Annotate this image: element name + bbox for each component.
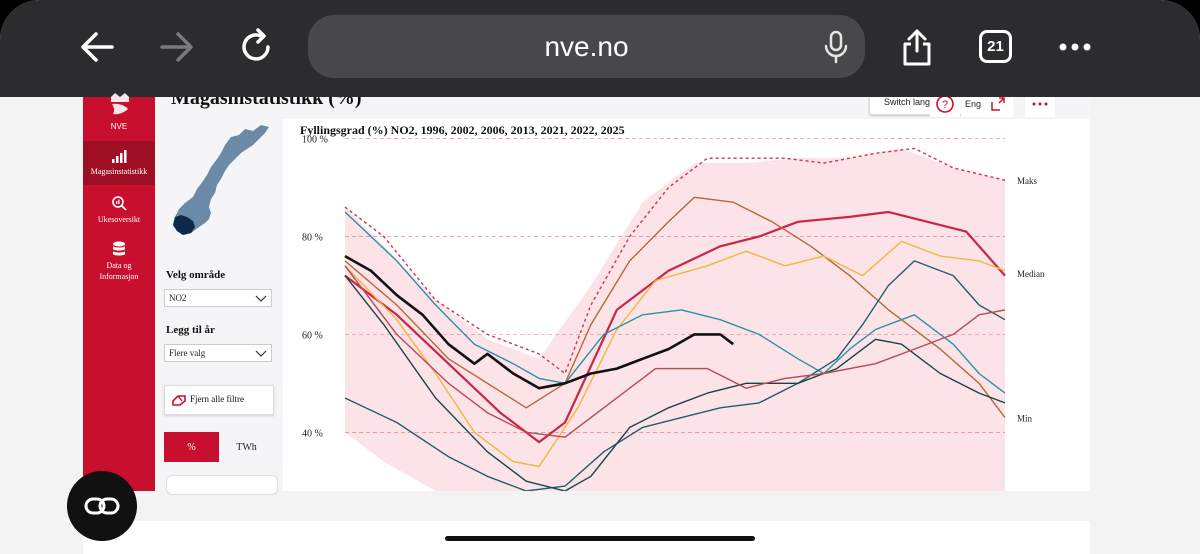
help-icon: ? — [936, 97, 954, 113]
url-text: nve.no — [544, 31, 629, 62]
logo-text: NVE — [110, 122, 128, 131]
series-line-6 — [344, 275, 1006, 491]
sidebar-item-label: Ukesoversikt — [97, 215, 141, 224]
report-header: Magasinstatistikk (%) Switch lang ? Eng — [155, 97, 1090, 119]
norway-map-icon — [173, 125, 269, 235]
series-line-7 — [344, 265, 1006, 438]
link-button[interactable] — [67, 471, 137, 541]
band-label: Median — [1017, 269, 1045, 279]
more-dots-icon — [1032, 102, 1048, 106]
sidebar-item-label: Data og Informasjon — [99, 261, 139, 281]
magnify-chart-icon — [112, 196, 127, 211]
clear-filters-button[interactable]: Fjern alle filtre — [164, 385, 274, 415]
chevron-down-icon — [255, 295, 267, 302]
y-tick-label: 40 % — [302, 428, 323, 439]
switch-language-label: Switch lang — [884, 97, 931, 107]
expand-button[interactable] — [983, 97, 1013, 117]
forward-button[interactable] — [152, 24, 202, 70]
series-line-1 — [344, 210, 1006, 444]
reload-icon — [242, 28, 270, 61]
back-button[interactable] — [72, 24, 122, 70]
band-label: Maks — [1017, 176, 1037, 186]
area-label: Velg område — [166, 269, 226, 281]
expand-icon — [991, 97, 1005, 111]
unit-twh-button[interactable]: TWh — [219, 432, 274, 462]
tabs-button[interactable]: 21 — [979, 30, 1012, 63]
area-dropdown[interactable]: NO2 — [164, 289, 272, 307]
line-chart: 40 % 60 % 80 % 100 % Maks Median Min — [302, 135, 1045, 491]
browser-toolbar: nve.no 21 — [0, 0, 1200, 97]
year-value: Flere valg — [169, 348, 206, 358]
address-bar[interactable]: nve.no — [308, 15, 865, 78]
nve-logo-icon — [111, 93, 129, 115]
year-label: Legg til år — [166, 324, 215, 336]
svg-text:?: ? — [942, 99, 948, 111]
series-line-5 — [344, 260, 1006, 491]
page-title: Magasinstatistikk (%) — [171, 97, 362, 109]
help-button[interactable]: ? — [930, 97, 960, 117]
share-button[interactable] — [892, 24, 942, 70]
y-tick-label: 100 % — [302, 135, 328, 146]
y-tick-label: 60 % — [302, 330, 323, 341]
unit-toggle: % TWh — [164, 432, 274, 462]
forward-arrow-icon — [160, 32, 193, 62]
language-label[interactable]: Eng — [961, 97, 985, 117]
unit-percent-button[interactable]: % — [164, 432, 219, 462]
sidebar-item-magasinstatistikk[interactable]: Magasinstatistikk — [83, 141, 155, 185]
filter-panel: Velg område NO2 Legg til år Flere valg F… — [155, 119, 283, 495]
series-line-8 — [344, 254, 734, 390]
chevron-down-icon — [255, 350, 267, 357]
share-icon — [903, 29, 931, 66]
web-content: Magasinstatistikk (%) Switch lang ? Eng … — [0, 93, 1200, 554]
panel-card — [166, 475, 278, 495]
sidebar-item-ukesoversikt[interactable]: Ukesoversikt — [83, 193, 155, 233]
sidebar: NVE Magasinstatistikk Ukesoversikt Data … — [83, 93, 155, 491]
database-icon — [113, 241, 125, 256]
reload-button[interactable] — [232, 24, 282, 70]
sidebar-item-data-og-informasjon[interactable]: Data og Informasjon — [83, 239, 155, 283]
microphone-icon[interactable] — [821, 29, 851, 65]
home-indicator — [445, 536, 755, 541]
series-line-4 — [344, 211, 1006, 394]
min-max-band — [345, 148, 1005, 491]
more-options-button[interactable] — [1050, 24, 1100, 70]
series-line-3 — [344, 240, 1006, 468]
series-line-0 — [344, 147, 1006, 375]
eraser-icon — [172, 395, 186, 406]
y-tick-label: 80 % — [302, 232, 323, 243]
back-arrow-icon — [81, 32, 114, 62]
bar-chart-icon — [112, 150, 127, 163]
band-label: Min — [1017, 414, 1033, 424]
clear-filters-label: Fjern alle filtre — [190, 394, 244, 404]
more-menu-button[interactable] — [1025, 97, 1055, 117]
area-value: NO2 — [169, 293, 187, 303]
series-line-2 — [344, 196, 1006, 419]
more-dots-icon — [1059, 43, 1091, 51]
sidebar-item-label: Magasinstatistikk — [90, 167, 148, 176]
link-icon — [84, 497, 120, 515]
chart-title: Fyllingsgrad (%) NO2, 1996, 2002, 2006, … — [300, 123, 625, 137]
year-dropdown[interactable]: Flere valg — [164, 344, 272, 362]
chart-panel: Fyllingsgrad (%) NO2, 1996, 2002, 2006, … — [292, 119, 1057, 491]
